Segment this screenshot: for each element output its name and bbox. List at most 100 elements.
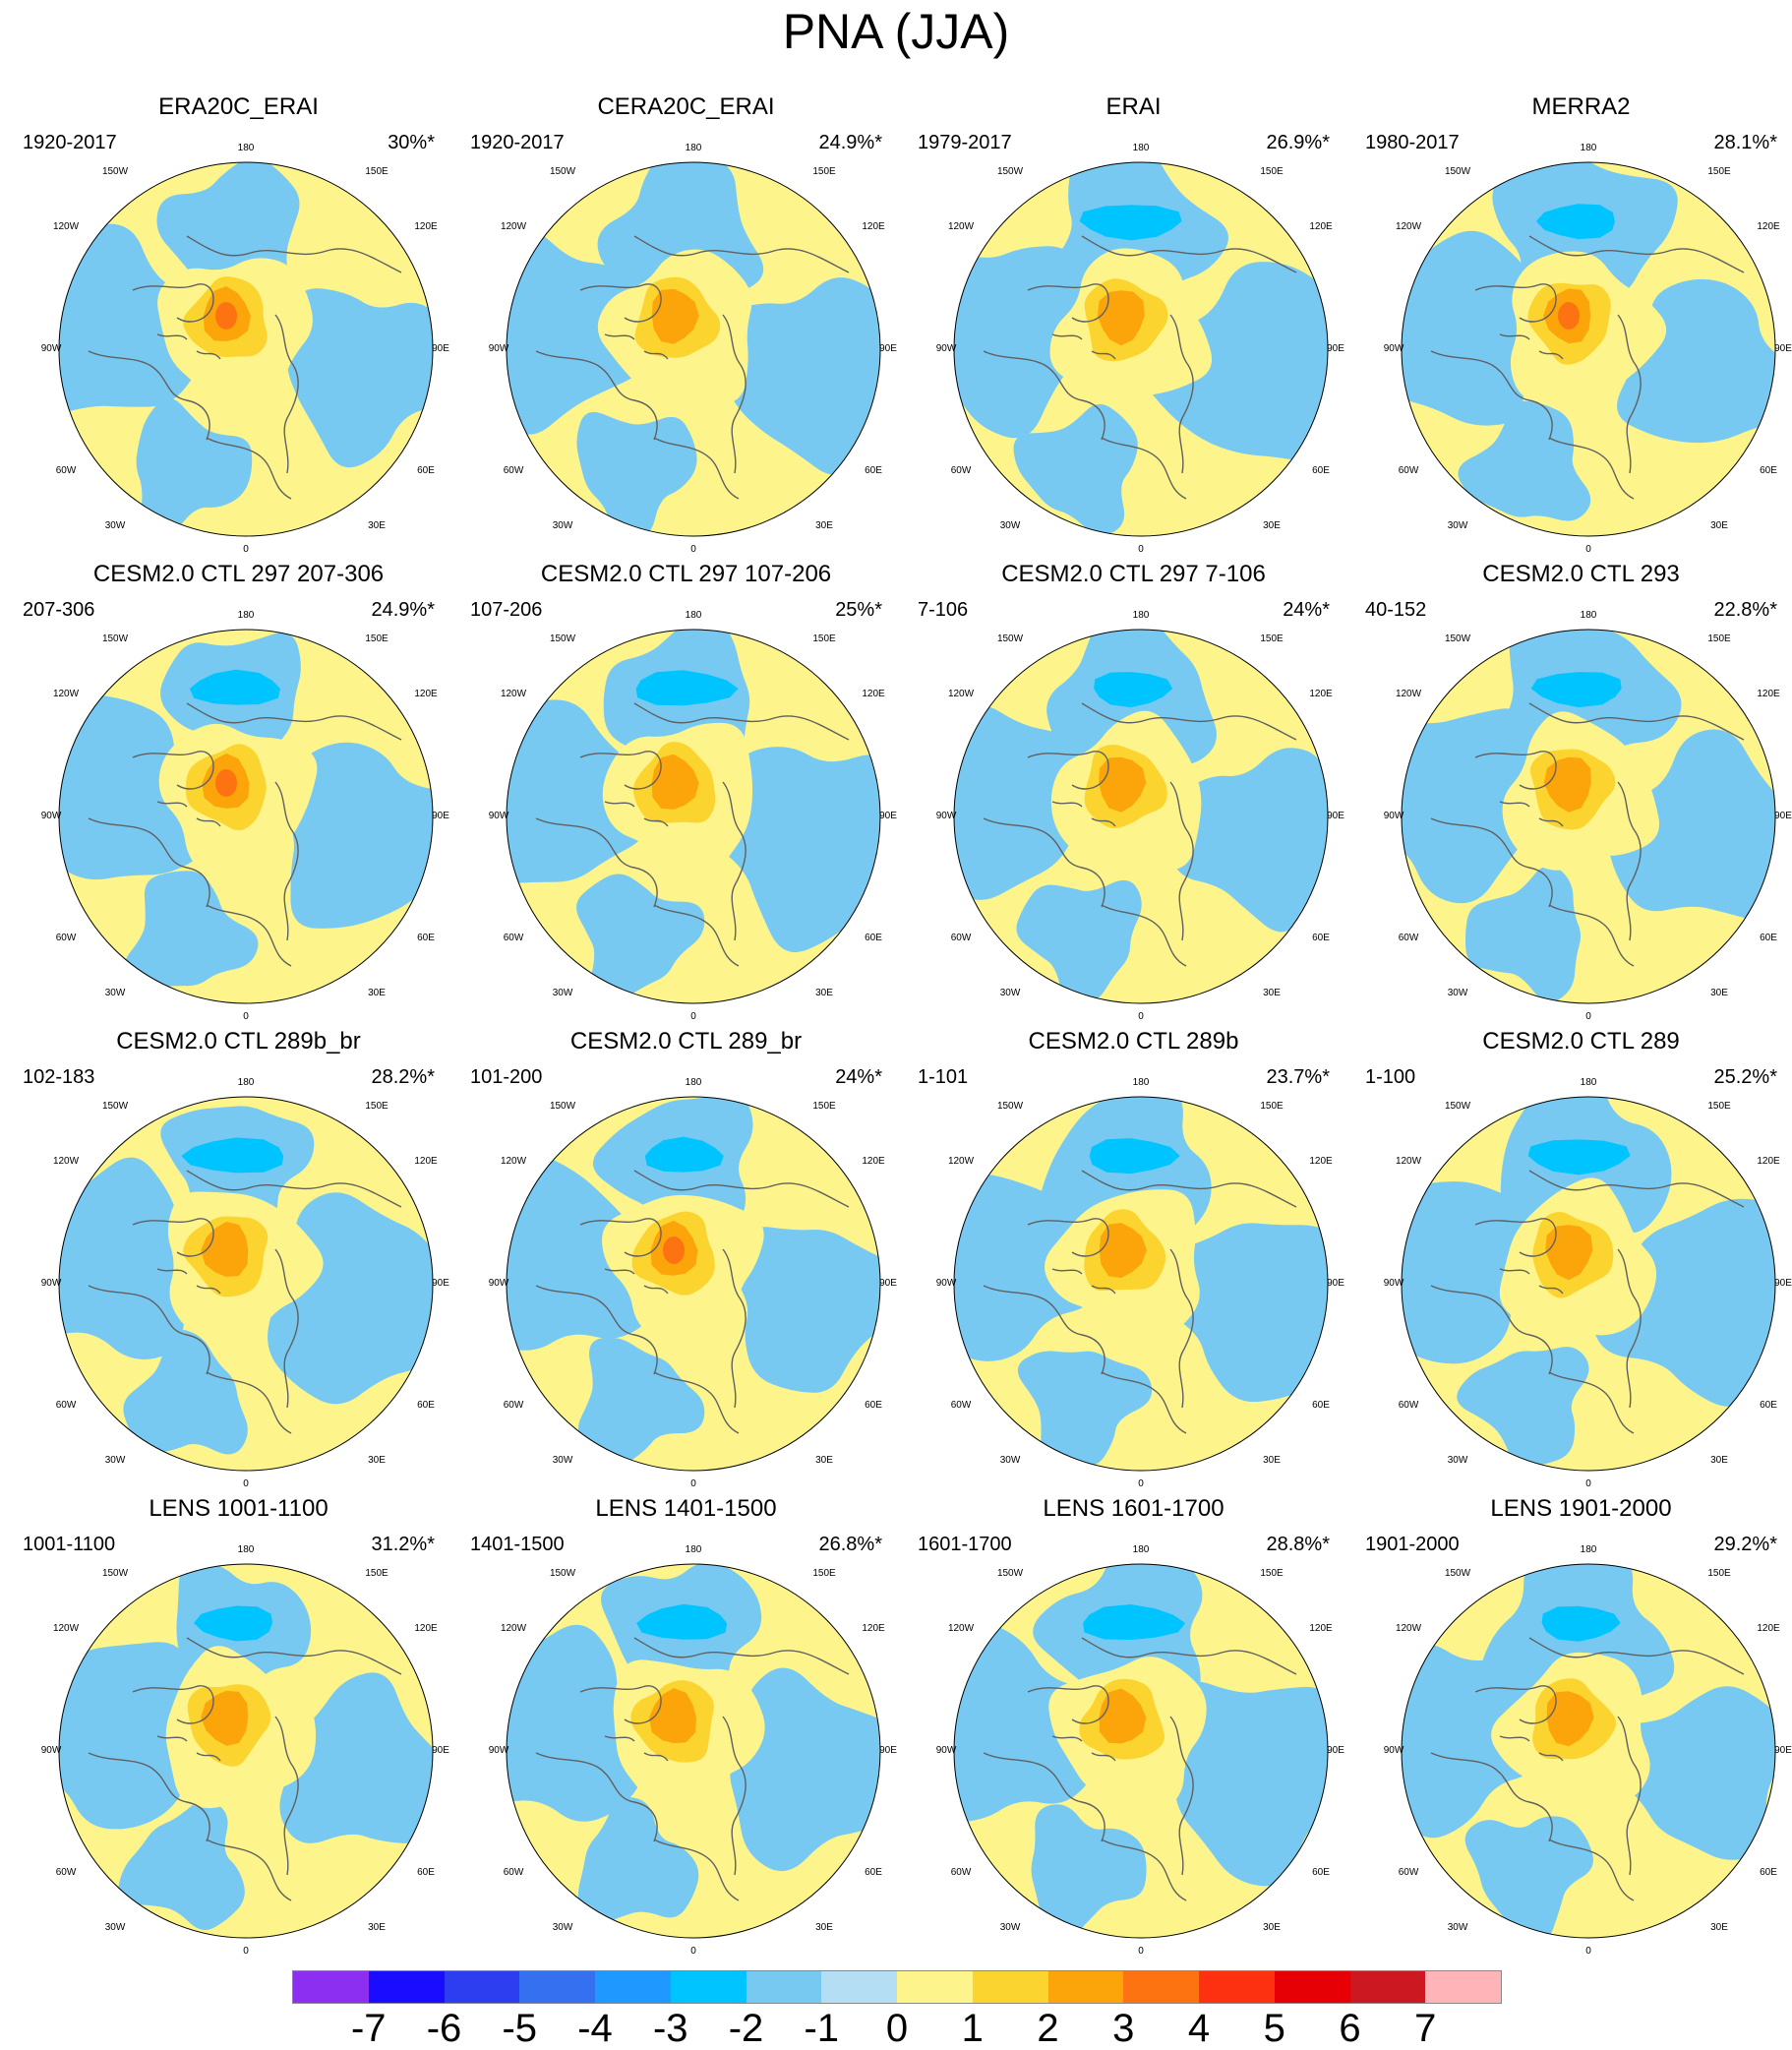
coastline [274,314,299,474]
coastline [1169,1716,1194,1876]
longitude-label: 0 [1585,1478,1591,1489]
panel-period: 1401-1500 [470,1534,565,1555]
coastline [653,1839,740,1901]
longitude-label: 150E [365,166,388,177]
negative-anomaly-region [279,1672,433,1843]
peak-positive-anomaly [215,769,237,797]
longitude-label: 30W [104,1455,126,1466]
coastline [633,1637,850,1675]
polar-map [1401,629,1776,1004]
longitude-label: 180 [1580,1077,1597,1088]
longitude-label: 90E [879,1745,897,1756]
negative-anomaly-region [1013,403,1138,535]
coastline [1101,1839,1187,1901]
coastline [1499,333,1564,360]
longitude-label: 150W [549,633,576,644]
longitude-label: 90W [488,811,509,821]
longitude-label: 60W [950,1867,972,1878]
longitude-label: 150W [996,166,1024,177]
map-boundary [506,1096,881,1472]
longitude-label: 30W [552,520,573,531]
map-boundary [1401,1563,1776,1939]
longitude-label: 150W [1444,633,1471,644]
longitude-label: 180 [237,1544,255,1555]
polar-map [58,629,434,1004]
longitude-label: 90E [1774,1278,1792,1289]
colorbar-box [1425,1971,1501,2003]
longitude-label: 120E [1757,689,1780,699]
coastline [1169,314,1194,474]
longitude-label: 120W [52,689,80,699]
panel-title: LENS 1901-2000 [1490,1495,1672,1522]
longitude-label: 120E [1757,1156,1780,1167]
longitude-label: 150W [996,633,1024,644]
longitude-label: 60W [950,933,972,943]
coastline [653,904,740,967]
longitude-label: 60W [55,1867,77,1878]
map-boundary [953,629,1329,1004]
colorbar-tick-label: 5 [1263,2007,1285,2050]
strong-negative-anomaly [194,1605,272,1642]
longitude-label: 120W [947,1623,975,1634]
longitude-label: 120E [862,221,885,232]
map-panel: CESM2.0 CTL 289_br 101-200 24%* 180 150E 120E… [462,1028,910,1490]
strong-positive-anomaly [1546,1691,1594,1747]
colorbar-tick-label: -4 [577,2007,613,2050]
contour-field [59,630,433,1003]
longitude-label: 30E [368,1455,386,1466]
longitude-label: 90W [40,343,62,354]
polar-map [953,629,1329,1004]
panel-period: 1-101 [918,1066,969,1088]
longitude-label: 150E [812,633,836,644]
coastline [1081,702,1297,741]
map-boundary [1401,161,1776,537]
longitude-label: 120E [862,1156,885,1167]
negative-anomaly-region [1017,1351,1153,1468]
longitude-label: 90E [1327,1745,1344,1756]
panel-title: MERRA2 [1531,93,1631,120]
coastline [653,437,740,500]
strong-negative-anomaly [1527,1139,1631,1176]
longitude-label: 60E [1312,933,1330,943]
longitude-label: 60E [1760,1400,1777,1411]
coastline [1101,1371,1187,1434]
longitude-label: 30E [368,1922,386,1933]
coastline [88,817,210,908]
map-boundary [58,161,434,537]
panel-period: 1901-2000 [1365,1534,1460,1555]
panel-period: 7-106 [918,599,969,621]
contour-field [59,1564,433,1938]
longitude-label: 30E [815,1922,833,1933]
longitude-label: 30W [1447,1922,1468,1933]
longitude-label: 120E [414,689,438,699]
colorbar-box [1199,1971,1275,2003]
longitude-label: 150W [1444,1101,1471,1112]
longitude-label: 150E [1260,1568,1284,1579]
longitude-label: 30W [999,520,1021,531]
longitude-label: 120W [500,689,527,699]
negative-anomaly-region [730,1667,880,1872]
coastline [88,350,210,441]
coastline [1617,1716,1642,1876]
panel-variance-percent: 23.7%* [1266,1066,1331,1088]
coastline [1548,1839,1635,1901]
colorbar-box [1274,1971,1350,2003]
coastline [1617,781,1642,941]
coastline [1474,751,1557,790]
coastline [156,333,221,360]
longitude-label: 120E [1309,1156,1333,1167]
colorbar-tick-label: -7 [350,2007,387,2050]
longitude-label: 0 [243,1478,249,1489]
panel-period: 1980-2017 [1365,132,1460,153]
map-panel: LENS 1601-1700 1601-1700 28.8%* 180 150E 120E… [910,1495,1357,1958]
longitude-label: 60W [55,933,77,943]
longitude-label: 60E [865,1400,882,1411]
coastline [206,1371,292,1434]
longitude-label: 120W [500,1156,527,1167]
longitude-label: 60E [1760,1867,1777,1878]
colorbar-box [1349,1971,1426,2003]
coastline [1499,801,1564,827]
longitude-label: 30E [1710,1455,1728,1466]
map-panel: CESM2.0 CTL 297 7-106 7-106 24%* 180 150E 120… [910,561,1357,1023]
